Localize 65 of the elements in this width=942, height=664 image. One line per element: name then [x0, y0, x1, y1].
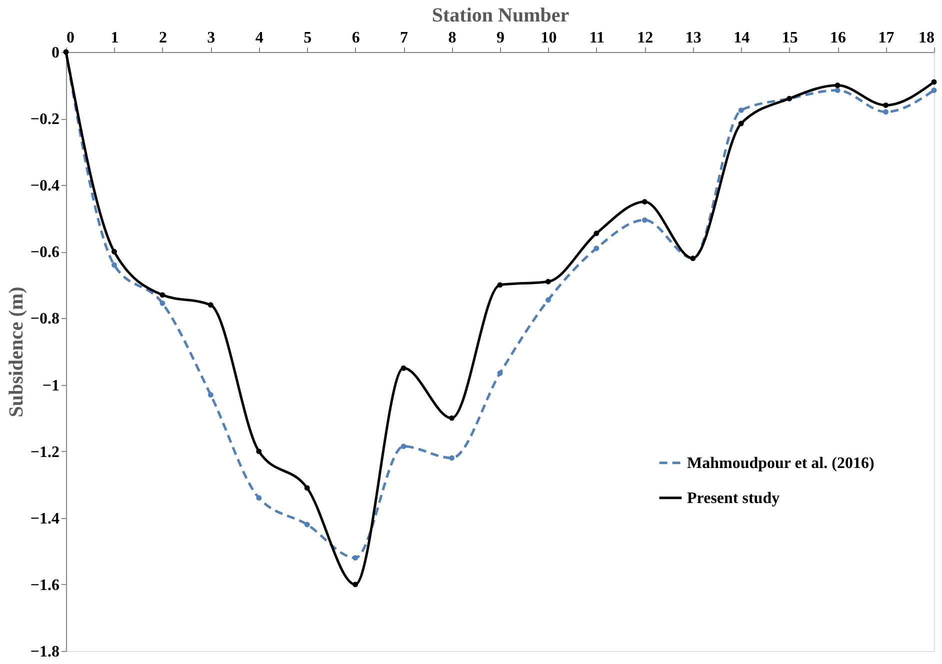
x-tick-label: 17 [878, 30, 894, 46]
x-tick-label: 12 [637, 30, 654, 46]
point [256, 495, 262, 501]
x-tick-label: 18 [918, 30, 934, 46]
y-tick-label: −1.2 [30, 444, 60, 461]
point [400, 365, 406, 371]
point [545, 278, 551, 284]
point [497, 370, 503, 376]
point [642, 199, 648, 204]
point [931, 88, 937, 94]
x-axis-title: Station Number [432, 4, 570, 26]
x-tick-label: 10 [540, 30, 557, 46]
legend-label: Present study [687, 490, 780, 507]
point [160, 300, 166, 306]
point [594, 230, 600, 236]
point [834, 88, 840, 94]
point [738, 108, 744, 113]
point [931, 79, 937, 85]
point [208, 302, 214, 308]
point [352, 555, 358, 561]
point [594, 246, 600, 252]
point [642, 217, 648, 223]
x-tick-label: 7 [400, 30, 408, 46]
point [883, 109, 889, 115]
y-tick-label: −0.8 [30, 310, 60, 328]
x-tick-label: 15 [782, 30, 798, 46]
y-tick-label: −1.8 [30, 644, 60, 660]
x-tick-label: 8 [448, 30, 456, 46]
x-tick-label: 0 [66, 30, 74, 46]
x-tick-label: 14 [734, 30, 750, 46]
point [352, 582, 358, 588]
point [304, 522, 310, 528]
point [208, 392, 214, 398]
y-tick-label: −1.6 [30, 576, 60, 594]
y-tick-label: −0.6 [30, 244, 60, 262]
x-tick-label: 4 [255, 30, 264, 46]
point [834, 82, 840, 88]
y-tick-label: −0.2 [30, 111, 60, 128]
x-tick-label: 13 [685, 30, 702, 46]
point [545, 297, 551, 303]
point [449, 415, 455, 421]
x-tick-label: 3 [207, 30, 216, 46]
point [400, 444, 406, 450]
point [111, 262, 117, 268]
point [883, 102, 889, 108]
y-tick-label: −1.4 [30, 510, 60, 528]
x-tick-label: 5 [304, 30, 312, 46]
point [304, 485, 310, 491]
y-tick-label: 0 [52, 44, 60, 62]
x-tick-label: 2 [158, 30, 167, 46]
x-tick-label: 9 [496, 30, 504, 46]
point [111, 248, 117, 254]
point [497, 282, 503, 288]
x-tick-label: 6 [352, 30, 360, 46]
legend-label: Mahmoudpour et al. (2016) [687, 454, 874, 472]
x-tick-label: 16 [830, 30, 846, 46]
y-axis-title: Subsidence (m) [5, 286, 28, 418]
x-tick-label: 11 [589, 30, 605, 46]
y-tick-label: −1 [42, 377, 60, 394]
point [449, 455, 455, 461]
x-tick-label: 1 [110, 30, 119, 46]
y-tick-label: −0.4 [30, 178, 60, 195]
point [160, 292, 166, 298]
point [738, 120, 744, 126]
point [256, 448, 262, 454]
